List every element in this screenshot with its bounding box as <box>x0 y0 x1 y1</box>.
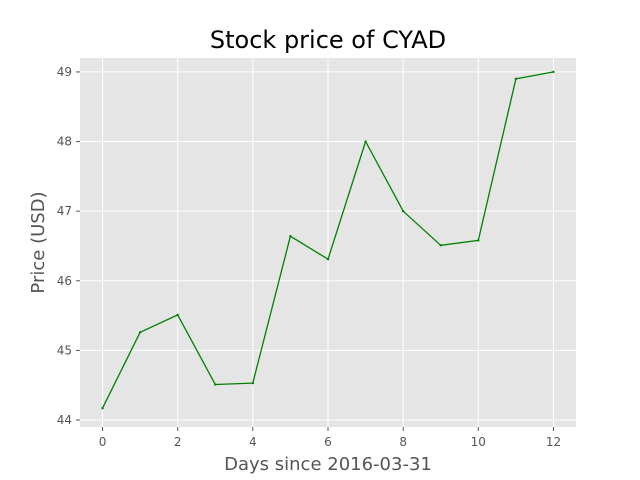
y-tick-label: 48 <box>57 135 72 149</box>
y-tick-label: 45 <box>57 343 72 357</box>
y-tick-label: 44 <box>57 413 72 427</box>
data-point <box>401 209 405 213</box>
data-point <box>101 407 104 410</box>
series-layer <box>101 70 555 410</box>
data-point <box>364 140 367 143</box>
data-point <box>552 70 555 74</box>
data-point <box>138 331 142 334</box>
x-tick-label: 8 <box>399 435 407 449</box>
x-axis-label: Days since 2016-03-31 <box>224 454 432 475</box>
data-point <box>477 239 480 242</box>
data-point <box>514 77 518 81</box>
data-point <box>326 258 330 261</box>
data-point <box>289 235 292 238</box>
chart-title: Stock price of CYAD <box>210 26 446 54</box>
y-tick-label: 46 <box>57 274 72 288</box>
x-tick-label: 4 <box>249 435 257 449</box>
y-tick-label: 49 <box>57 65 72 79</box>
data-point <box>439 244 442 247</box>
x-tick-label: 0 <box>99 435 107 449</box>
y-axis-label: Price (USD) <box>28 191 49 293</box>
y-tick-label: 47 <box>57 204 72 218</box>
x-tick-label: 10 <box>471 435 486 449</box>
data-point <box>176 313 179 317</box>
x-tick-label: 2 <box>174 435 182 449</box>
x-tick-label: 12 <box>546 435 561 449</box>
x-tick-label: 6 <box>324 435 332 449</box>
grid <box>80 58 576 427</box>
data-point <box>214 383 217 386</box>
data-point <box>251 381 255 385</box>
